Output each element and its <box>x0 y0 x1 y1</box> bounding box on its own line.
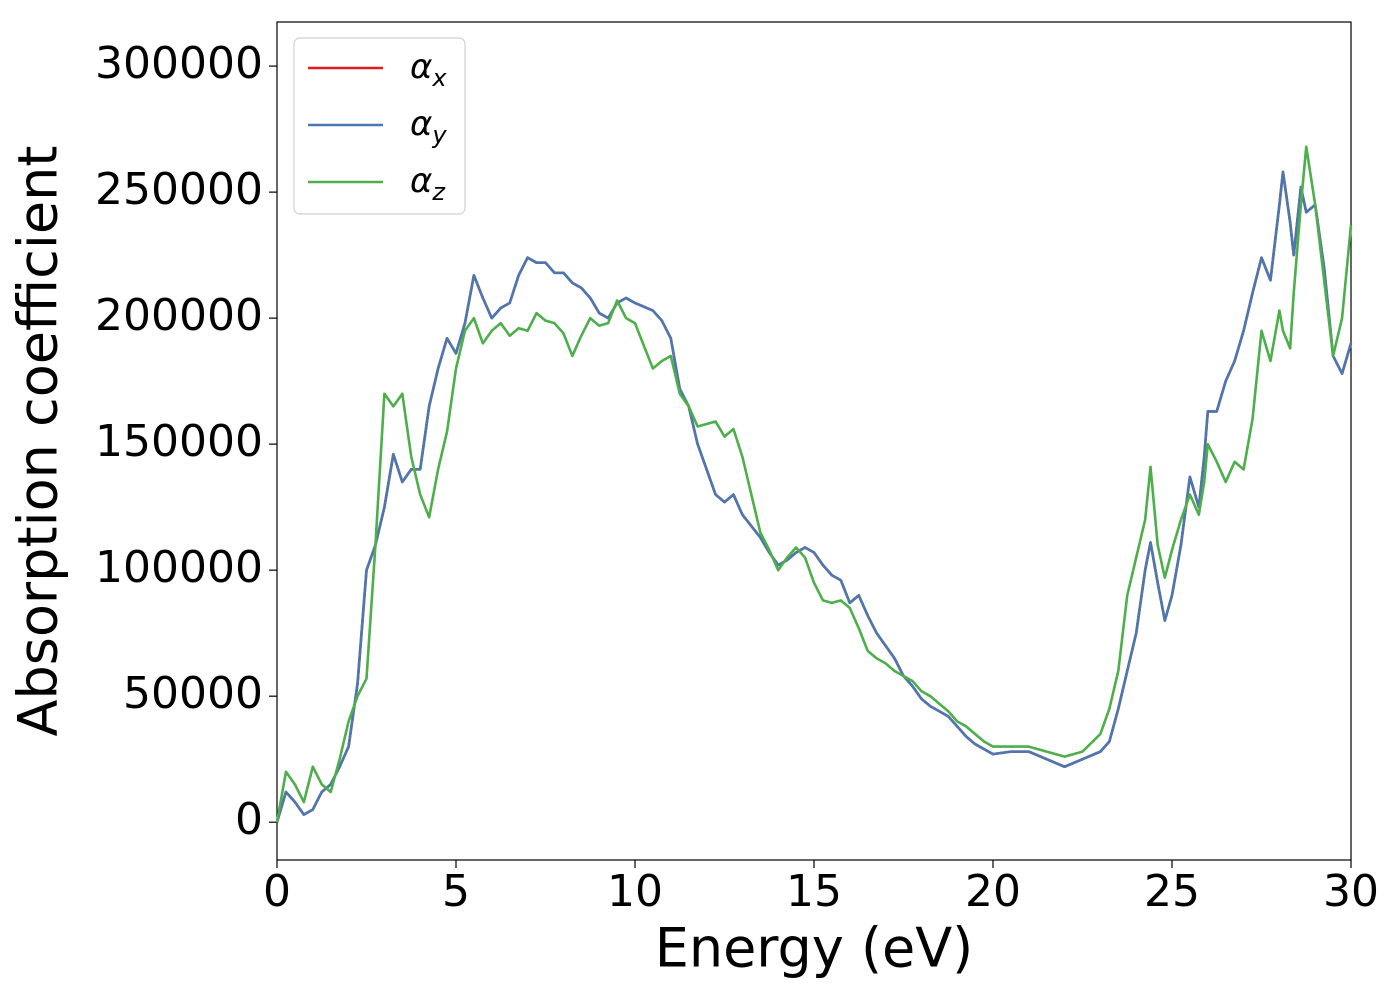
legend-label: αz <box>410 161 446 206</box>
x-tick-label: 15 <box>786 866 842 917</box>
y-tick-label: 200000 <box>95 290 263 341</box>
x-axis-label: Energy (eV) <box>655 917 974 980</box>
y-tick-label: 100000 <box>95 542 263 593</box>
data-line <box>275 170 1353 823</box>
x-tick-label: 0 <box>263 866 291 917</box>
y-tick-label: 300000 <box>95 38 263 89</box>
x-tick-label: 5 <box>442 866 470 917</box>
x-tick-label: 25 <box>1144 866 1200 917</box>
legend-label: αx <box>410 47 447 92</box>
legend: αx αy αz <box>293 37 466 215</box>
x-tick-label: 20 <box>965 866 1021 917</box>
y-tick-label: 0 <box>235 794 263 845</box>
legend-label: αy <box>410 104 447 149</box>
data-line <box>275 145 1353 823</box>
y-tick-label: 50000 <box>123 668 263 719</box>
x-tick-label: 30 <box>1323 866 1379 917</box>
y-tick-label: 250000 <box>95 164 263 215</box>
x-tick-label: 10 <box>607 866 663 917</box>
y-axis-label: Absorption coefficient <box>7 146 70 737</box>
y-tick-label: 150000 <box>95 416 263 467</box>
